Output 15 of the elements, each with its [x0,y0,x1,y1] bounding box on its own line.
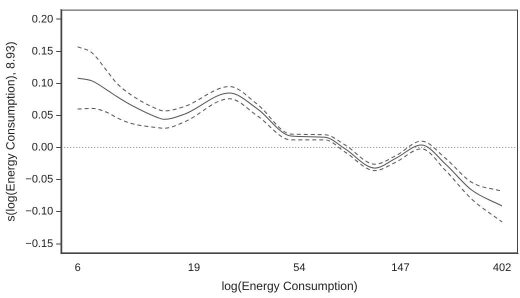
y-tick-label: −0.05 [25,174,54,186]
x-tick-label: 6 [74,262,81,274]
y-tick-label: 0.10 [32,77,54,90]
y-axis-title: s(log(Energy Consumption), 8.93) [4,41,18,222]
y-tick-label: 0.15 [32,45,54,58]
y-tick-label: −0.10 [25,206,54,218]
y-tick-label: −0.15 [25,238,54,250]
x-tick-label: 54 [293,262,306,274]
x-tick-label: 402 [492,262,512,274]
x-tick-label: 147 [391,262,410,274]
x-tick-label: 19 [188,262,200,274]
y-tick-label: 0.20 [32,13,54,26]
x-axis-title: log(Energy Consumption) [222,279,358,294]
y-tick-label: 0.00 [32,142,54,154]
y-tick-label: 0.05 [32,109,54,122]
